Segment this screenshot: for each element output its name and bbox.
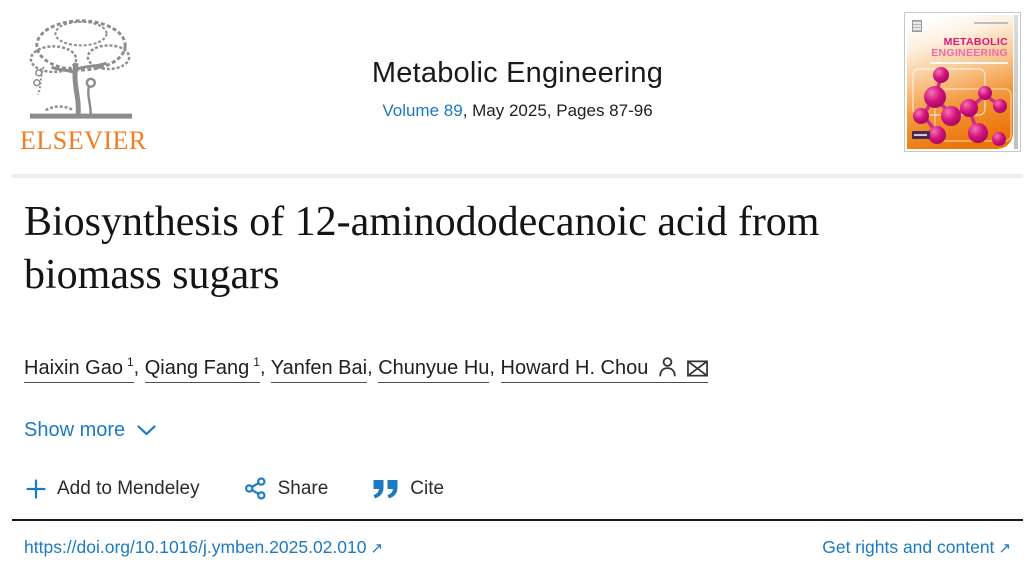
elsevier-tree-icon [29, 19, 133, 119]
footer-divider [12, 519, 1023, 521]
author-name: Howard H. Chou [500, 356, 649, 379]
doi-link[interactable]: https://doi.org/10.1016/j.ymben.2025.02.… [24, 537, 384, 557]
share-icon [244, 477, 266, 500]
cite-label: Cite [410, 477, 445, 499]
authors-line: Haixin Gao 1, Qiang Fang 1, Yanfen Bai, Ch… [24, 355, 709, 383]
journal-cover-image: METABOLIC ENGINEERING [907, 15, 1013, 149]
footer-links: https://doi.org/10.1016/j.ymben.2025.02.… [24, 537, 1011, 558]
cite-button[interactable]: Cite [372, 478, 444, 500]
share-label: Share [277, 477, 329, 499]
journal-cover-thumbnail[interactable]: METABOLIC ENGINEERING [904, 12, 1021, 152]
volume-link[interactable]: Volume 89 [382, 101, 463, 120]
author-name: Chunyue Hu [378, 356, 490, 379]
author-name: Yanfen Bai [270, 356, 368, 379]
cover-publisher-mark [912, 131, 930, 139]
add-to-mendeley-label: Add to Mendeley [57, 477, 200, 499]
external-link-arrow-icon: ↗ [370, 540, 384, 557]
cover-journal-title: METABOLIC ENGINEERING [931, 36, 1008, 60]
show-more-label: Show more [24, 419, 126, 441]
author-affiliation-sup: 1 [126, 355, 134, 369]
add-to-mendeley-button[interactable]: Add to Mendeley [26, 478, 200, 500]
author-name: Haixin Gao [24, 356, 123, 379]
article-title: Biosynthesis of 12-aminododecanoic acid … [24, 199, 820, 298]
cover-mini-logo [912, 20, 922, 32]
cover-molecule-art [912, 67, 1012, 146]
author-name: Qiang Fang [144, 356, 250, 379]
plus-icon [26, 478, 46, 499]
author-affiliation-sup: 1 [253, 355, 260, 369]
elsevier-wordmark: ELSEVIER [20, 126, 147, 155]
elsevier-logo[interactable]: ELSEVIER [20, 12, 147, 156]
header-divider [12, 174, 1023, 178]
cover-tagline [930, 62, 1008, 64]
author-link[interactable]: Yanfen Bai [270, 356, 368, 383]
cover-issue-text [974, 22, 1008, 24]
author-link[interactable]: Qiang Fang 1 [144, 355, 260, 383]
person-icon [659, 356, 677, 377]
envelope-icon [687, 360, 709, 377]
journal-title-link[interactable]: Metabolic Engineering [371, 57, 664, 89]
external-link-arrow-icon: ↗ [998, 540, 1011, 557]
show-more-button[interactable]: Show more [24, 419, 156, 442]
author-link[interactable]: Haixin Gao 1 [24, 355, 134, 383]
issue-line: Volume 89, May 2025, Pages 87-96 [198, 101, 838, 121]
share-button[interactable]: Share [244, 477, 329, 500]
chevron-down-icon [137, 425, 156, 436]
cite-quotes-icon [373, 479, 398, 498]
rights-and-content-link[interactable]: Get rights and content ↗ [822, 537, 1011, 557]
journal-heading: Metabolic Engineering Volume 89, May 202… [198, 57, 838, 121]
cover-spine-shadow [1014, 15, 1018, 149]
author-link[interactable]: Chunyue Hu [378, 356, 490, 383]
issue-rest: , May 2025, Pages 87-96 [462, 101, 653, 120]
article-actions: Add to Mendeley Share Cite [26, 477, 444, 500]
author-link[interactable]: Howard H. Chou [500, 356, 709, 383]
